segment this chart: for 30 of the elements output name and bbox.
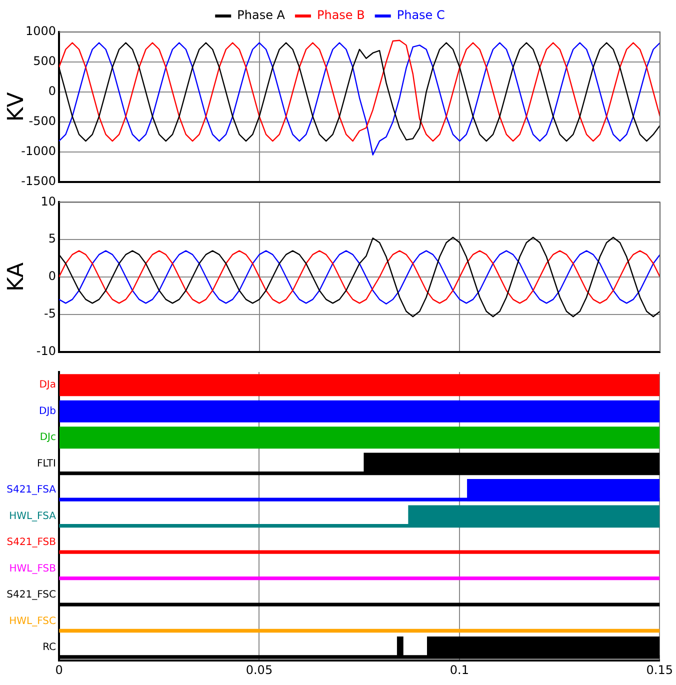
- x-tick-label: 0.15: [646, 662, 673, 677]
- y-tick-label: 5: [48, 232, 56, 246]
- y-tick-label: S421_FSC: [6, 590, 56, 601]
- y-tick-label: DJa: [39, 380, 56, 391]
- legend-label: Phase C: [396, 8, 445, 22]
- y-tick-label: HWL_FSB: [9, 563, 56, 574]
- y-tick-label: 0: [48, 269, 56, 284]
- y-tick-label: HWL_FSA: [9, 510, 56, 522]
- y-tick-label: -500: [28, 114, 56, 128]
- y-tick-label: 500: [33, 54, 56, 68]
- y-axis-title: KV: [4, 92, 29, 122]
- y-tick-label: 10: [40, 194, 56, 208]
- legend-label: Phase B: [316, 8, 365, 22]
- y-axis-title: KA: [4, 262, 29, 292]
- y-tick-label: S421_FSB: [6, 537, 56, 548]
- y-tick-label: RC: [42, 642, 56, 654]
- legend-label: Phase A: [237, 8, 286, 22]
- y-tick-label: FLTI: [36, 458, 56, 470]
- y-tick-label: -1000: [21, 144, 56, 158]
- y-tick-label: DJb: [39, 406, 56, 417]
- y-tick-label: -10: [36, 344, 56, 358]
- y-tick-label: 0: [48, 84, 56, 98]
- y-tick-label: -1500: [21, 174, 56, 188]
- y-tick-label: S421_FSA: [6, 484, 56, 496]
- x-tick-label: 0.1: [450, 662, 469, 677]
- x-tick-label: 0.05: [246, 662, 273, 677]
- y-tick-label: HWL_FSC: [9, 616, 56, 627]
- y-tick-label: DJc: [40, 432, 56, 444]
- y-tick-label: -5: [44, 306, 56, 321]
- y-tick-label: 1000: [25, 24, 56, 38]
